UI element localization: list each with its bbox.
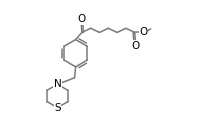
- Text: N: N: [53, 79, 61, 89]
- Text: O: O: [77, 14, 85, 24]
- Text: O: O: [138, 27, 147, 37]
- Text: S: S: [54, 103, 61, 113]
- Text: O: O: [131, 41, 139, 51]
